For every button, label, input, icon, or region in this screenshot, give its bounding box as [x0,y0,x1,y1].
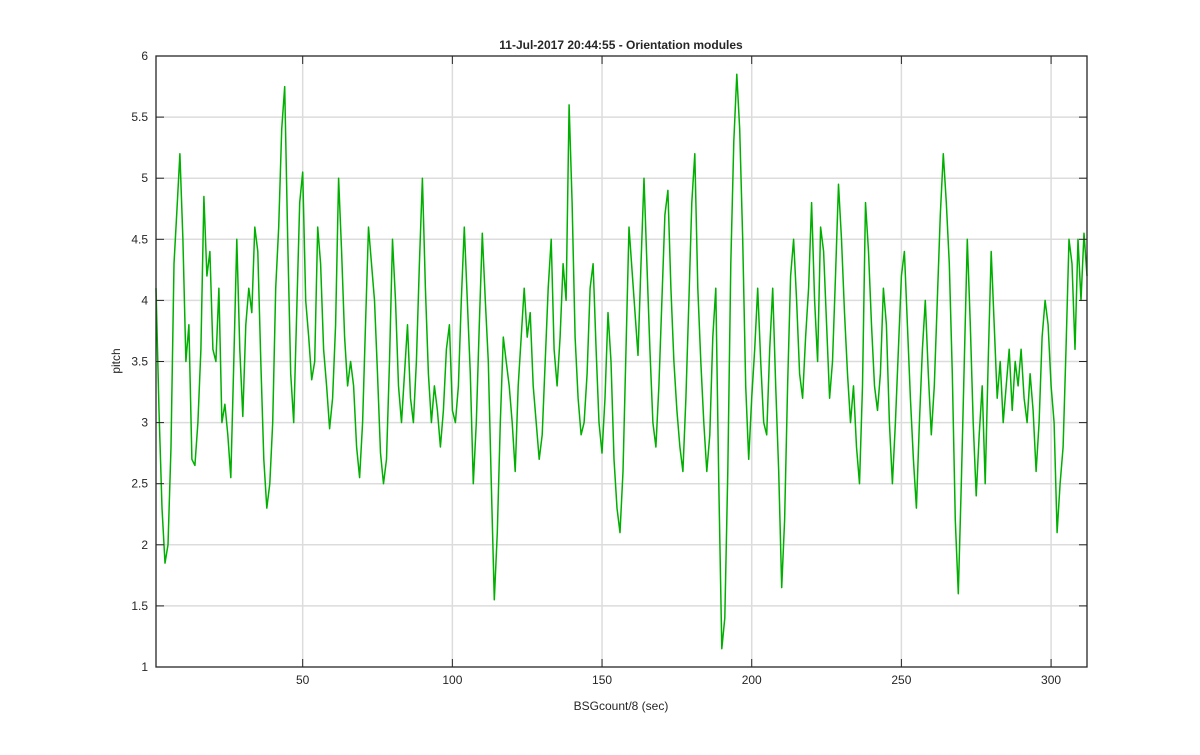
x-tick-label: 300 [1041,673,1061,687]
x-tick-label: 50 [296,673,310,687]
series-line-1 [155,73,1088,650]
grid [156,56,1087,667]
y-tick-label: 5.5 [131,110,148,124]
y-tick-label: 1 [141,660,148,674]
x-tick-label: 100 [442,673,462,687]
x-axis-label: BSGcount/8 (sec) [574,699,669,713]
y-tick-label: 6 [141,49,148,63]
series-layer [155,73,1088,650]
ticks: 50 100 150 200 250 300 1 1.5 2 2.5 3 3.5 4 4.5 5 5.5 6 [131,49,1087,687]
y-tick-label: 2.5 [131,477,148,491]
y-tick-label: 4 [141,293,148,307]
y-axis-label: pitch [109,348,123,373]
y-tick-label: 2 [141,538,148,552]
y-tick-label: 3 [141,416,148,430]
y-tick-label: 1.5 [131,599,148,613]
x-tick-label: 200 [742,673,762,687]
x-tick-label: 250 [891,673,911,687]
chart-title: 11-Jul-2017 20:44:55 - Orientation modul… [499,38,743,52]
x-tick-label: 150 [592,673,612,687]
y-tick-label: 5 [141,171,148,185]
y-tick-label: 3.5 [131,355,148,369]
y-tick-label: 4.5 [131,232,148,246]
